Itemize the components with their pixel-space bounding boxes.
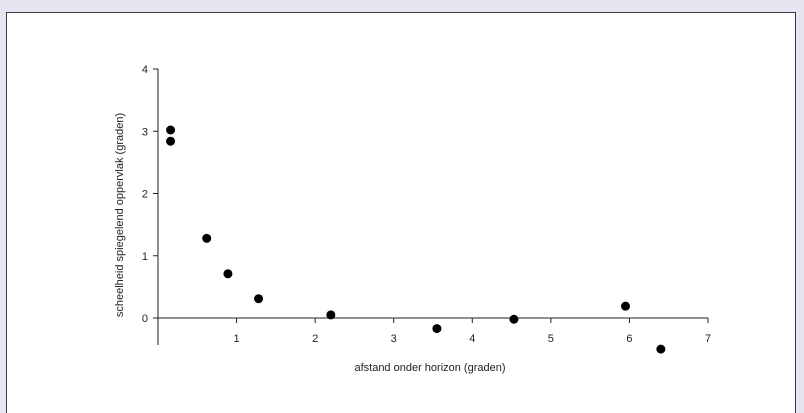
data-point (166, 136, 176, 146)
y-tick-label: 3 (142, 126, 148, 138)
y-tick-label: 4 (142, 64, 148, 76)
x-axis-label: afstand onder horizon (graden) (354, 362, 505, 374)
x-tick-label: 1 (234, 333, 240, 345)
data-point (656, 344, 666, 354)
y-tick-label: 0 (142, 313, 148, 325)
y-axis-label: scheelheid spiegelend oppervlak (graden) (114, 113, 126, 317)
data-point (326, 310, 336, 320)
data-point (432, 324, 442, 334)
figure-frame (6, 12, 796, 413)
x-tick-label: 4 (469, 333, 475, 345)
x-tick-label: 7 (705, 333, 711, 345)
x-tick-label: 2 (312, 333, 318, 345)
data-point (223, 269, 233, 279)
data-points (166, 125, 666, 354)
data-point (166, 125, 176, 135)
axes (153, 68, 709, 345)
tick-labels: 0 1 2 3 4 1 2 3 4 5 6 7 (142, 64, 711, 345)
x-tick-label: 5 (548, 333, 554, 345)
data-point (202, 233, 212, 243)
data-point (254, 294, 264, 304)
data-point (621, 301, 630, 311)
y-tick-label: 1 (142, 251, 148, 263)
data-point (509, 314, 519, 324)
x-tick-label: 3 (391, 333, 397, 345)
x-tick-label: 6 (626, 333, 632, 345)
y-tick-label: 2 (142, 189, 148, 201)
